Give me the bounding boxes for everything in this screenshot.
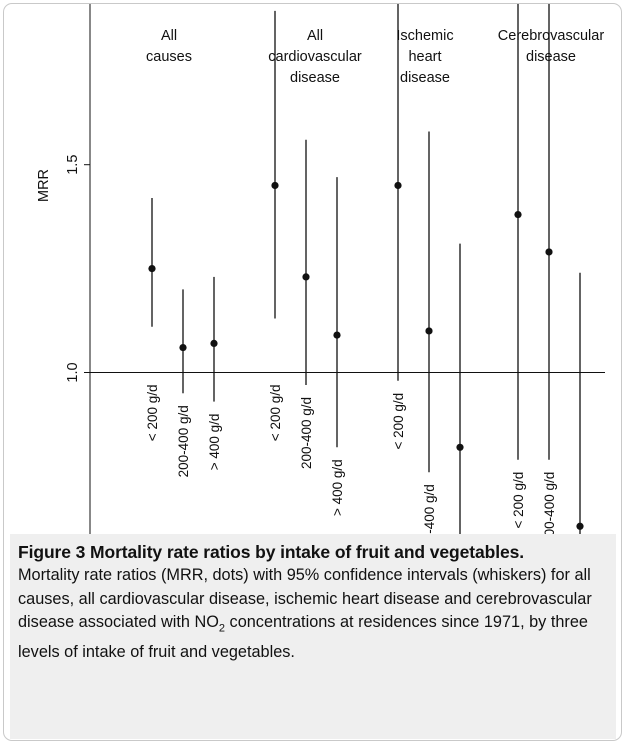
- mrr-point-1-2: [333, 331, 341, 339]
- group-title-2-line-1: heart: [408, 49, 441, 65]
- mrr-point-3-1: [545, 248, 553, 256]
- caption-body-text: Mortality rate ratios (MRR, dots) with 9…: [18, 566, 592, 631]
- y-tick-label-1: 1.0: [65, 362, 81, 382]
- group-title-1-line-2: disease: [290, 70, 340, 86]
- category-label-1-2: > 400 g/d: [330, 459, 345, 516]
- group-title-0-line-1: causes: [146, 49, 192, 65]
- category-label-3-0: < 200 g/d: [511, 472, 526, 529]
- category-label-3-1: 200-400 g/d: [542, 472, 557, 534]
- mrr-point-2-2: [456, 443, 464, 451]
- category-label-1-0: < 200 g/d: [268, 385, 283, 442]
- caption-body-text-end: concentrations at residences since 1971,…: [18, 613, 588, 661]
- caption-body: Mortality rate ratios (MRR, dots) with 9…: [18, 564, 608, 664]
- group-title-3-line-1: disease: [526, 49, 576, 65]
- mrr-point-2-0: [394, 181, 402, 190]
- category-label-0-0: < 200 g/d: [145, 385, 160, 442]
- category-label-0-1: 200-400 g/d: [176, 405, 191, 477]
- mrr-point-3-0: [514, 210, 522, 219]
- category-label-0-2: > 400 g/d: [207, 414, 222, 471]
- mrr-point-0-2: [210, 339, 218, 348]
- mrr-point-0-1: [179, 343, 187, 352]
- mrr-point-2-1: [425, 327, 433, 335]
- figure-caption: Figure 3 Mortality rate ratios by intake…: [10, 534, 616, 739]
- mrr-point-1-1: [302, 273, 310, 281]
- y-tick-label-2: 1.5: [65, 155, 81, 175]
- mrr-point-0-0: [148, 265, 156, 273]
- caption-subscript: 2: [218, 622, 226, 635]
- caption-title: Figure 3 Mortality rate ratios by intake…: [18, 542, 524, 562]
- group-title-3-line-0: Cerebrovascular: [498, 28, 605, 44]
- y-axis-label: MRR: [36, 169, 52, 202]
- category-label-2-1: 200-400 g/d: [422, 484, 437, 534]
- mrr-point-3-2: [576, 522, 584, 530]
- group-title-2-line-2: disease: [400, 70, 450, 86]
- mrr-point-1-0: [271, 181, 279, 190]
- category-label-2-0: < 200 g/d: [391, 393, 406, 450]
- category-label-1-1: 200-400 g/d: [299, 397, 314, 469]
- group-title-1-line-0: All: [307, 28, 323, 44]
- group-title-1-line-1: cardiovascular: [268, 49, 362, 65]
- group-title-2-line-0: Ischemic: [396, 28, 453, 44]
- group-title-0-line-0: All: [161, 28, 177, 44]
